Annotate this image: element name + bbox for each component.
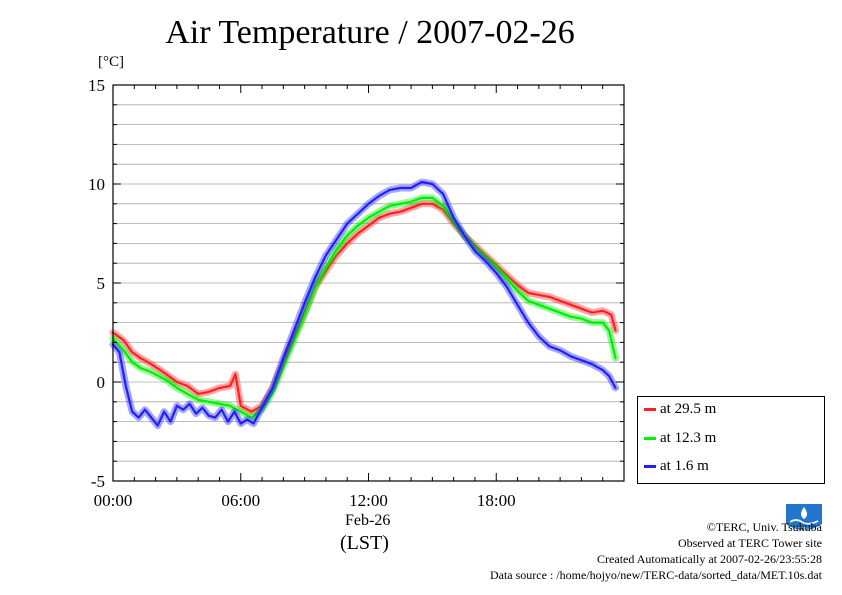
y-tick-label: 10 <box>88 175 105 194</box>
x-tick-label: 00:00 <box>94 491 133 510</box>
series-line-1 <box>111 196 617 419</box>
series-line-0 <box>111 202 617 413</box>
credit-copyright: ©TERC, Univ. Tsukuba <box>706 520 822 534</box>
legend-item-12-3m: at 12.3 m <box>644 430 716 450</box>
y-tick-label: 5 <box>97 274 106 293</box>
legend-label: at 12.3 m <box>660 430 717 447</box>
y-tick-label: 15 <box>88 76 105 95</box>
x-axis-date-label: Feb-26 <box>345 512 391 529</box>
credit-created: Created Automatically at 2007-02-26/23:5… <box>597 552 822 566</box>
grid-lines <box>113 104 624 462</box>
legend-label: at 29.5 m <box>660 401 717 418</box>
legend-swatch-green <box>644 437 656 441</box>
credit-source: Data source : /home/hojyo/new/TERC-data/… <box>489 568 822 582</box>
legend-item-29-5m: at 29.5 m <box>644 401 716 421</box>
x-tick-label: 06:00 <box>221 491 260 510</box>
x-axis-timezone-label: (LST) <box>340 532 389 554</box>
legend-item-1-6m: at 1.6 m <box>644 458 709 478</box>
x-tick-label: 12:00 <box>349 491 388 510</box>
y-tick-label: -5 <box>91 472 105 491</box>
y-axis-unit: [°C] <box>98 54 124 70</box>
chart-title: Air Temperature / 2007-02-26 <box>165 14 575 51</box>
y-tick-label: 0 <box>97 373 106 392</box>
axis-ticks: -5 0 5 10 15 00:00 06:00 12:00 18:00 <box>88 76 625 510</box>
credit-site: Observed at TERC Tower site <box>677 536 822 550</box>
legend-swatch-blue <box>644 465 656 469</box>
credits-block: ©TERC, Univ. Tsukuba Observed at TERC To… <box>490 519 822 583</box>
legend-label: at 1.6 m <box>660 458 709 475</box>
terc-logo-icon: TERC <box>786 504 822 533</box>
logo-text: TERC <box>796 526 813 533</box>
series-lines <box>109 178 619 430</box>
series-line-2 <box>111 180 617 427</box>
legend: at 29.5 m at 12.3 m at 1.6 m <box>637 396 825 484</box>
legend-swatch-red <box>644 408 656 412</box>
x-tick-label: 18:00 <box>477 491 516 510</box>
